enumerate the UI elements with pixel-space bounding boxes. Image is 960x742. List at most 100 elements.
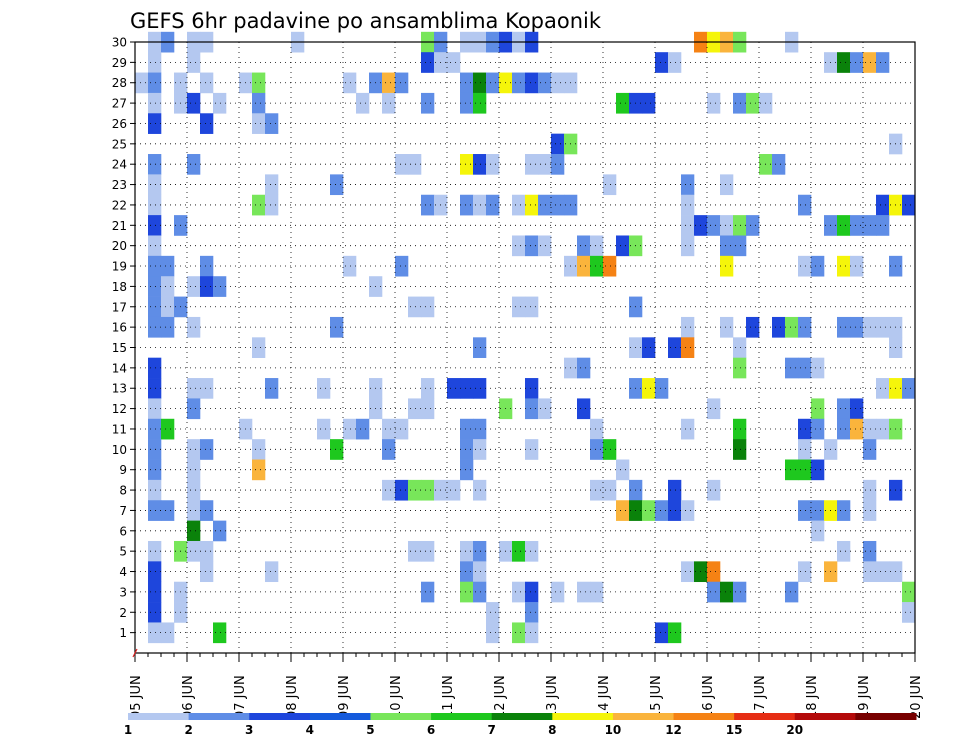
precip-cell xyxy=(707,215,721,236)
y-tick-label: 22 xyxy=(112,198,127,212)
precip-cell xyxy=(148,561,162,583)
legend-label: 3 xyxy=(245,723,253,737)
precip-cell xyxy=(876,52,890,73)
precip-cell xyxy=(876,215,890,236)
precip-cell xyxy=(785,357,799,379)
precip-cell xyxy=(707,398,721,420)
legend-label: 10 xyxy=(605,723,622,737)
precip-cell xyxy=(863,215,877,236)
y-tick-label: 16 xyxy=(112,321,127,335)
precip-cell xyxy=(486,154,500,175)
x-date-label: 20 JUN xyxy=(909,675,924,719)
precip-cell xyxy=(551,133,565,155)
precip-cell xyxy=(811,398,825,420)
precip-cell xyxy=(837,398,851,420)
y-tick-label: 14 xyxy=(112,361,127,375)
precip-cell xyxy=(512,194,526,216)
precip-cell xyxy=(135,72,149,94)
precip-cell xyxy=(187,520,201,542)
precip-cell xyxy=(187,439,201,460)
precip-cell xyxy=(538,72,552,94)
precip-cell xyxy=(733,337,747,358)
precip-cell xyxy=(421,378,435,399)
precip-cell xyxy=(512,622,526,644)
precip-cell xyxy=(798,357,812,379)
precip-cell xyxy=(720,581,734,603)
precip-cell xyxy=(421,540,435,562)
precip-cell xyxy=(473,337,487,358)
precip-cell xyxy=(681,500,695,521)
precip-cell xyxy=(590,439,604,460)
precip-cell xyxy=(590,255,604,277)
precip-cell xyxy=(343,72,357,94)
y-tick-label: 26 xyxy=(112,117,127,131)
y-tick-label: 9 xyxy=(119,463,127,477)
precip-cell xyxy=(811,520,825,542)
precip-cell xyxy=(707,561,721,583)
precip-cell xyxy=(395,479,409,501)
precip-cell xyxy=(330,439,344,460)
precip-cell xyxy=(213,520,227,542)
precip-cell xyxy=(200,378,214,399)
precip-cell xyxy=(681,418,695,440)
grid-lines xyxy=(135,42,915,653)
precip-cell xyxy=(616,92,630,114)
x-date-label: 11 JUN xyxy=(441,675,456,719)
precip-cell xyxy=(148,255,162,277)
precip-cell xyxy=(902,194,916,216)
precip-cell xyxy=(148,72,162,94)
precip-cell xyxy=(837,52,851,73)
precip-cell xyxy=(421,92,435,114)
precip-cell xyxy=(512,72,526,94)
precip-cell xyxy=(265,194,279,216)
precip-cell xyxy=(681,215,695,236)
y-tick-label: 28 xyxy=(112,76,127,90)
precip-cell xyxy=(447,378,461,399)
precip-cell xyxy=(382,92,396,114)
legend-label: 6 xyxy=(427,723,435,737)
precip-cell xyxy=(200,113,214,134)
precip-cell xyxy=(551,72,565,94)
precip-cell xyxy=(876,418,890,440)
precip-cell xyxy=(863,540,877,562)
precip-cell xyxy=(668,52,682,73)
precip-cell xyxy=(486,194,500,216)
precip-cell xyxy=(525,378,539,399)
precip-cell xyxy=(161,255,175,277)
precip-cell xyxy=(187,154,201,175)
precip-cell xyxy=(655,500,669,521)
y-tick-label: 7 xyxy=(119,504,127,518)
y-tick-label: 5 xyxy=(119,545,127,559)
precip-cell xyxy=(668,622,682,644)
precip-cell xyxy=(148,235,162,257)
precip-cell xyxy=(512,235,526,257)
precip-cell xyxy=(161,500,175,521)
precip-cell xyxy=(265,378,279,399)
precip-cell xyxy=(603,174,617,196)
precip-cell xyxy=(863,479,877,501)
y-tick-label: 25 xyxy=(112,137,127,151)
precip-cell xyxy=(577,398,591,420)
precip-cell xyxy=(551,581,565,603)
x-date-label: 05 JUN xyxy=(129,675,144,719)
precip-cell xyxy=(161,296,175,318)
precip-cell xyxy=(148,296,162,318)
x-date-label: 10 JUN xyxy=(389,675,404,719)
precip-cell xyxy=(421,296,435,318)
precip-cell xyxy=(382,418,396,440)
precip-cell xyxy=(187,398,201,420)
y-tick-label: 19 xyxy=(112,260,127,274)
precip-cell xyxy=(811,500,825,521)
precip-cell xyxy=(460,92,474,114)
y-tick-label: 10 xyxy=(112,443,127,457)
precip-cell xyxy=(590,235,604,257)
precip-cell xyxy=(746,316,760,338)
precip-cell xyxy=(187,500,201,521)
precip-cell xyxy=(850,52,864,73)
precip-cell xyxy=(213,92,227,114)
precip-cell xyxy=(148,378,162,399)
precip-cell xyxy=(421,52,435,73)
precip-cell xyxy=(252,337,266,358)
precip-cell xyxy=(148,215,162,236)
x-date-label: 14 JUN xyxy=(597,675,612,719)
